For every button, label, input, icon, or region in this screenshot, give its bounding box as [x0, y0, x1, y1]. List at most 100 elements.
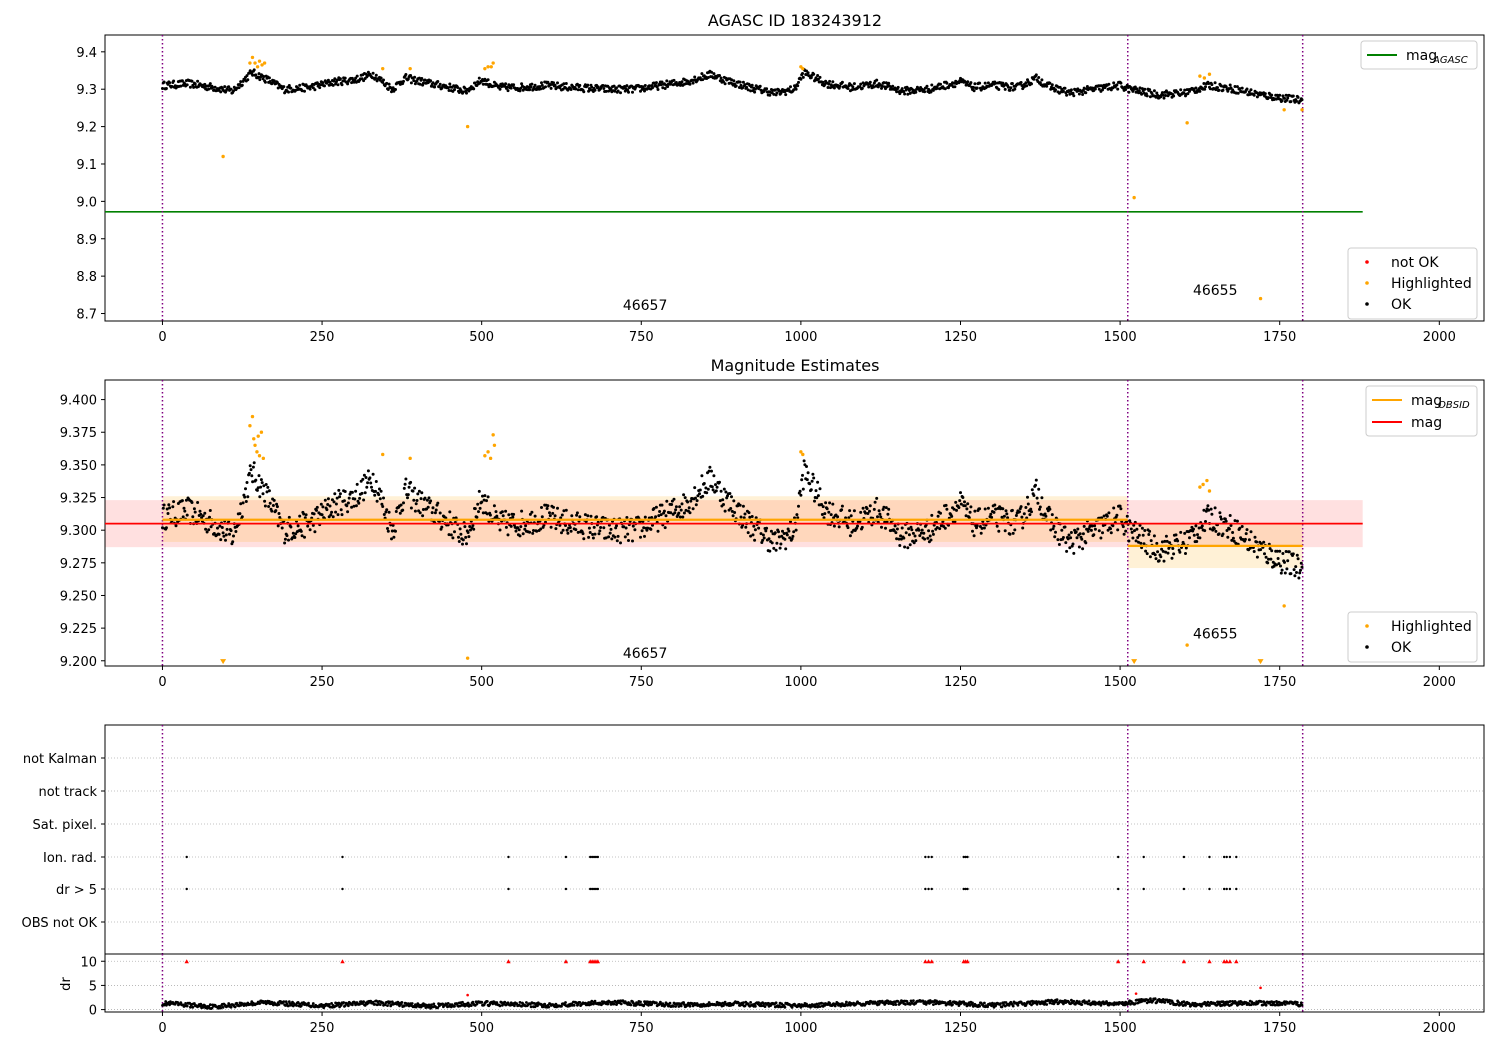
estimates-ok-point: [1161, 549, 1165, 553]
dr-ok-point: [682, 1001, 685, 1004]
estimates-ok-point: [868, 509, 871, 513]
agasc-ok-point: [564, 82, 568, 85]
estimates-ok-point: [436, 501, 440, 505]
estimates-ok-point: [205, 530, 209, 534]
agasc-ok-point: [831, 80, 835, 84]
agasc-ok-point: [773, 88, 777, 92]
estimates-ok-point: [973, 509, 977, 513]
estimates-ok-point: [604, 536, 608, 540]
estimates-ok-point: [1022, 512, 1026, 516]
agasc-ok-point: [472, 87, 476, 91]
estimates-ok-point: [315, 505, 319, 509]
dr-ok-point: [432, 1002, 436, 1006]
agasc-ok-point: [660, 80, 664, 84]
estimates-ok-point: [370, 485, 373, 489]
agasc-ok-point: [1165, 90, 1169, 94]
agasc-x-tick-label: 750: [629, 330, 654, 345]
estimates-ok-point: [1026, 495, 1029, 499]
estimates-ok-point: [343, 490, 347, 493]
estimates-ok-point: [208, 509, 212, 512]
agasc-ok-point: [1077, 92, 1081, 96]
estimates-ok-point: [624, 526, 628, 530]
agasc-ok-point: [486, 78, 490, 82]
estimates-ok-point: [224, 533, 228, 537]
agasc-ok-point: [1249, 88, 1253, 92]
agasc-ok-point: [923, 90, 927, 94]
agasc-ok-point: [420, 77, 424, 80]
estimates-ok-point: [952, 507, 956, 511]
estimates-ok-point: [886, 512, 890, 516]
agasc-ok-point: [789, 85, 792, 89]
estimates-ok-point: [1178, 550, 1182, 554]
estimates-highlighted-point: [465, 656, 470, 660]
estimates-ok-point: [877, 509, 881, 513]
agasc-x-tick-label: 0: [158, 330, 166, 345]
dr-ok-point: [886, 999, 890, 1003]
dr-ok-point: [894, 1003, 898, 1006]
estimates-ok-point: [997, 529, 1001, 533]
dr-capped-marker: [1181, 959, 1187, 964]
estimates-ok-point: [1112, 506, 1116, 510]
agasc-ok-point: [1024, 81, 1028, 85]
agasc-ok-point: [612, 84, 616, 88]
agasc-ok-point: [267, 76, 271, 80]
estimates-ok-point: [1268, 547, 1272, 551]
agasc-ok-point: [945, 81, 949, 85]
estimates-ok-point: [827, 510, 831, 514]
agasc-ok-point: [896, 85, 900, 89]
dr-ok-point: [469, 1004, 473, 1007]
estimates-ok-point: [311, 523, 315, 527]
estimates-ok-point: [1262, 540, 1266, 544]
estimates-ok-point: [330, 498, 334, 502]
dr-ok-point: [593, 999, 597, 1003]
agasc-ok-point: [739, 83, 743, 87]
estimates-ok-point: [868, 504, 872, 508]
estimates-ok-point: [591, 533, 595, 536]
estimates-ok-point: [782, 532, 786, 535]
estimates-point-legend-box: [1347, 611, 1478, 663]
agasc-ok-point: [223, 85, 227, 89]
agasc-highlighted-point: [253, 61, 257, 65]
flags-point: [592, 887, 596, 891]
estimates-ok-point: [931, 532, 935, 536]
agasc-ok-point: [1001, 81, 1005, 85]
estimates-ok-point: [909, 525, 913, 529]
estimates-ok-point: [430, 511, 434, 515]
estimates-ok-point: [801, 473, 804, 477]
estimates-ok-point: [806, 471, 810, 475]
estimates-ok-point: [678, 515, 682, 519]
flags-category-label: not Kalman: [23, 752, 97, 767]
estimates-ok-point: [1252, 550, 1256, 553]
flags-category-label: Ion. rad.: [43, 851, 97, 866]
estimates-ok-point: [1013, 528, 1017, 532]
dr-ok-point: [560, 1004, 563, 1008]
estimates-ok-point: [386, 527, 389, 530]
agasc-ok-point: [826, 86, 830, 89]
agasc-ok-point: [943, 87, 947, 91]
estimates-ok-point: [587, 526, 591, 530]
estimates-ok-point: [354, 504, 358, 508]
dr-ok-point: [688, 1004, 692, 1008]
agasc-ok-point: [326, 78, 330, 82]
flags-axes-frame: [104, 724, 1485, 955]
estimates-offscale-marker: [220, 659, 227, 665]
estimates-ok-point: [1160, 547, 1164, 551]
agasc-ok-point: [719, 76, 723, 80]
flags-point: [924, 855, 927, 859]
estimates-ok-point: [330, 510, 334, 514]
agasc-ok-point: [219, 90, 223, 94]
estimates-ok-point: [463, 525, 467, 529]
dr-ok-point: [818, 1005, 822, 1008]
estimates-ok-point: [469, 528, 472, 532]
agasc-ok-point: [643, 89, 646, 93]
estimates-ok-point: [1223, 517, 1227, 521]
estimates-legend-label: mag: [1411, 415, 1442, 431]
estimates-ok-point: [705, 491, 709, 495]
estimates-highlighted-point: [253, 443, 257, 447]
estimates-highlighted-point: [486, 450, 490, 454]
estimates-ok-point: [440, 525, 444, 529]
estimates-ok-point: [1005, 512, 1009, 516]
dr-ok-point: [466, 1001, 470, 1005]
estimates-ok-point: [511, 515, 515, 519]
estimates-ok-point: [260, 481, 264, 485]
